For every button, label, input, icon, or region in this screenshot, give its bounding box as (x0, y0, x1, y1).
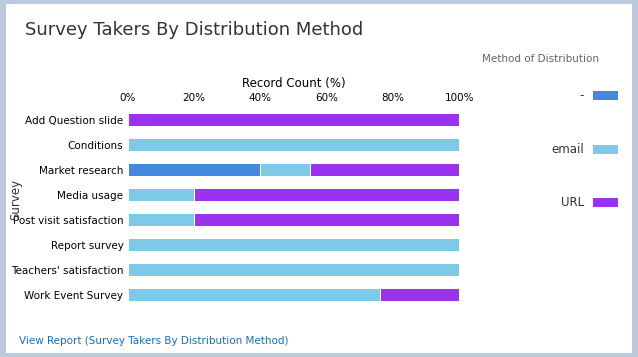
X-axis label: Record Count (%): Record Count (%) (242, 77, 345, 90)
Text: -: - (579, 89, 584, 102)
Text: URL: URL (561, 196, 584, 209)
Bar (128, 113, 459, 126)
Bar (128, 238, 459, 251)
Bar (194, 188, 459, 201)
Text: Survey: Survey (10, 179, 22, 221)
Text: Survey Takers By Distribution Method: Survey Takers By Distribution Method (25, 21, 364, 39)
Bar (128, 163, 260, 176)
Bar (128, 213, 194, 226)
Bar (128, 263, 459, 276)
Bar (128, 288, 380, 301)
Bar (260, 163, 310, 176)
Bar (128, 188, 194, 201)
Bar (194, 213, 459, 226)
Bar (128, 138, 459, 151)
Text: email: email (551, 142, 584, 156)
Text: Method of Distribution: Method of Distribution (482, 54, 598, 64)
Bar (310, 163, 459, 176)
Text: View Report (Survey Takers By Distribution Method): View Report (Survey Takers By Distributi… (19, 336, 288, 346)
Bar (380, 288, 459, 301)
